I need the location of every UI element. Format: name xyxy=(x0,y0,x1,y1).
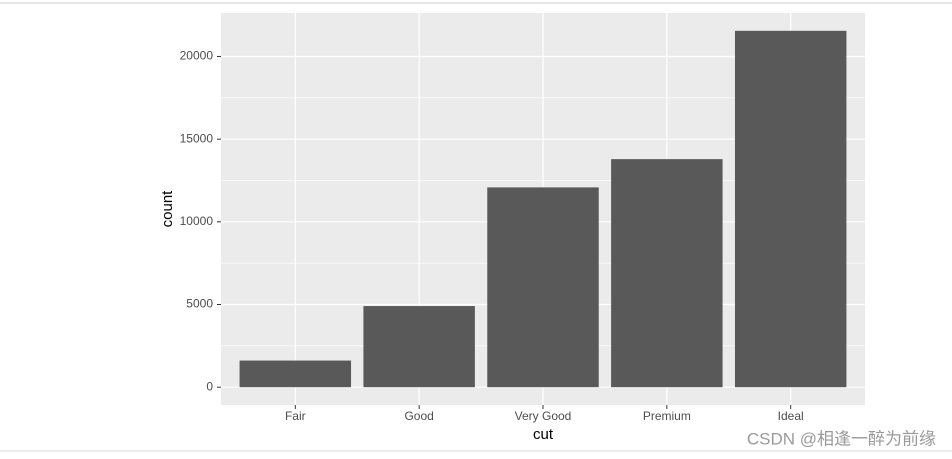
x-tick-label: Good xyxy=(404,409,433,423)
y-tick-label: 15000 xyxy=(180,131,214,145)
bar xyxy=(487,187,599,388)
y-axis-title: count xyxy=(159,190,176,228)
bar xyxy=(734,30,847,388)
bar xyxy=(363,306,475,388)
x-axis-title: cut xyxy=(533,426,554,443)
x-tick-label: Ideal xyxy=(778,409,804,423)
bar xyxy=(239,360,352,388)
watermark: CSDN @相逢一醉为前缘 xyxy=(747,429,936,448)
top-border xyxy=(0,2,952,4)
y-tick-label: 5000 xyxy=(186,297,213,311)
y-tick-label: 20000 xyxy=(180,49,214,63)
x-tick-label: Very Good xyxy=(515,409,572,423)
x-tick-label: Fair xyxy=(285,409,306,423)
y-tick-label: 10000 xyxy=(180,214,214,228)
y-tick-label: 0 xyxy=(206,379,213,393)
bar xyxy=(611,159,723,388)
x-tick-label: Premium xyxy=(643,409,691,423)
bottom-border xyxy=(0,450,952,452)
